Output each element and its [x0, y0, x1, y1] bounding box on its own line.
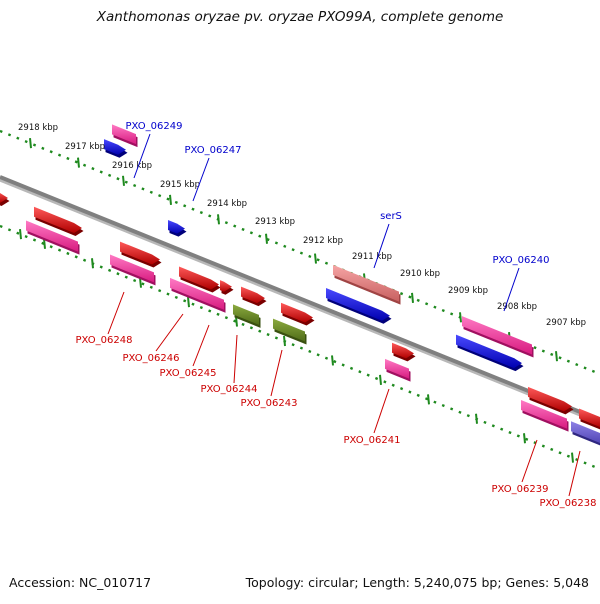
minus-gene-7-leader [569, 451, 580, 496]
top-track-tick [170, 195, 171, 205]
bottom-track-tick [428, 394, 429, 404]
minus-gene-4-label: PXO_06243 [241, 398, 298, 409]
bottom-track-tick [380, 375, 381, 385]
top-track-tick [556, 351, 557, 361]
minus-gene-0-leader [108, 292, 124, 334]
top-track-tick [460, 312, 461, 322]
accession-text: Accession: NC_010717 [9, 575, 151, 590]
minus-gene-1-label: PXO_06246 [123, 353, 180, 364]
scale-label: 2911 kbp [352, 252, 392, 262]
minus-gene-2-leader [193, 325, 209, 366]
top-track-tick [123, 176, 124, 186]
bottom-track-tick [284, 336, 285, 346]
top-track-tick [218, 214, 219, 224]
scale-label: 2916 kbp [112, 161, 152, 171]
top-track-tick [412, 293, 413, 303]
minus-gene-6-leader [522, 440, 537, 482]
bottom-track-tick [92, 258, 93, 268]
top-track-tick [266, 234, 267, 244]
backbone [0, 177, 600, 420]
minus-gene-3-label: PXO_06244 [201, 384, 258, 395]
genes-layer [0, 124, 600, 448]
scale-label: 2912 kbp [303, 236, 343, 246]
minus-gene-7-label: PXO_06238 [540, 498, 597, 509]
scale-label: 2913 kbp [255, 217, 295, 227]
bottom-track-tick [332, 355, 333, 365]
bottom-track-tick [476, 414, 477, 424]
top-track-tick [78, 158, 79, 168]
minus-gene-5-label: PXO_06241 [344, 435, 401, 446]
minus-gene-4-leader [271, 350, 282, 396]
minus-gene-1-leader [156, 314, 183, 351]
plus-gene-0-label: PXO_06249 [126, 121, 183, 132]
top-track-tick [30, 138, 31, 148]
bottom-track-tick [20, 229, 21, 239]
bottom-track-tick [524, 433, 525, 443]
plus-gene-1-label: PXO_06247 [185, 145, 242, 156]
scale-label: 2910 kbp [400, 269, 440, 279]
scale-label: 2918 kbp [18, 123, 58, 133]
page-title: Xanthomonas oryzae pv. oryzae PXO99A, co… [0, 9, 600, 25]
minus-gene-0-label: PXO_06248 [76, 335, 133, 346]
plus-gene-3-label: PXO_06240 [493, 255, 550, 266]
bottom-track-tick [188, 297, 189, 307]
minus-gene-3-leader [234, 335, 237, 383]
scale-label: 2909 kbp [448, 286, 488, 296]
tracks-layer [0, 131, 600, 469]
minus-gene-6-label: PXO_06239 [492, 484, 549, 495]
minus-gene-2-label: PXO_06245 [160, 368, 217, 379]
scale-label: 2907 kbp [546, 318, 586, 328]
scale-label: 2914 kbp [207, 199, 247, 209]
scale-label: 2908 kbp [497, 302, 537, 312]
top-track-tick [315, 254, 316, 264]
bottom-track-tick [572, 453, 573, 463]
minus-gene-5-leader [374, 389, 389, 433]
scale-label: 2917 kbp [65, 142, 105, 152]
genome-summary-text: Topology: circular; Length: 5,240,075 bp… [246, 575, 589, 590]
plus-gene-2-label: serS [380, 211, 402, 222]
scale-label: 2915 kbp [160, 180, 200, 190]
